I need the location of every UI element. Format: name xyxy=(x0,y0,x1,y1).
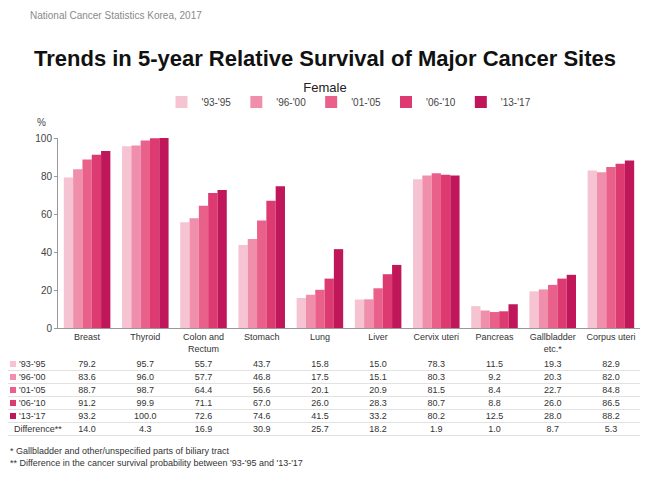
html-text:86.5: 86.5 xyxy=(602,398,620,408)
html-text:8.7: 8.7 xyxy=(546,424,559,434)
html-text:84.8: 84.8 xyxy=(602,385,620,395)
html-text:74.6: 74.6 xyxy=(252,411,271,421)
html-text:18.2: 18.2 xyxy=(369,424,387,434)
html-text:91.2: 91.2 xyxy=(78,398,96,408)
html-text:100.0: 100.0 xyxy=(134,411,157,421)
html-text:14.0: 14.0 xyxy=(78,424,96,434)
html-text:88.7: 88.7 xyxy=(78,385,96,395)
html-text:81.5: 81.5 xyxy=(427,385,445,395)
svg-text:'13-'17: '13-'17 xyxy=(501,97,531,108)
html-text:19.3: 19.3 xyxy=(543,359,562,369)
svg-text:Gallbladderetc.*: Gallbladderetc.* xyxy=(530,332,576,354)
html-text:15.0: 15.0 xyxy=(369,359,387,369)
html-text:95.7: 95.7 xyxy=(136,359,154,369)
html-text:Female: Female xyxy=(303,80,347,95)
svg-text:80: 80 xyxy=(41,171,53,182)
html-text:15.8: 15.8 xyxy=(311,359,329,369)
html-text:17.5: 17.5 xyxy=(311,372,329,382)
html-text:8.4: 8.4 xyxy=(488,385,501,395)
html-text:26.0: 26.0 xyxy=(311,398,329,408)
html-text:12.5: 12.5 xyxy=(485,411,504,421)
html-text:71.1: 71.1 xyxy=(194,398,213,408)
svg-text:Corpus uteri: Corpus uteri xyxy=(586,332,635,342)
svg-text:Cervix uteri: Cervix uteri xyxy=(414,332,460,342)
html-text:80.7: 80.7 xyxy=(427,398,445,408)
svg-text:20: 20 xyxy=(41,285,53,296)
svg-text:Colon andRectum: Colon andRectum xyxy=(183,332,224,354)
html-text:55.7: 55.7 xyxy=(194,359,213,369)
html-text:43.7: 43.7 xyxy=(252,359,271,369)
html-text:16.9: 16.9 xyxy=(194,424,213,434)
html-text:* Gallbladder and other/unspec: * Gallbladder and other/unspecified part… xyxy=(10,446,230,456)
html-text:46.8: 46.8 xyxy=(252,372,271,382)
html-text:78.3: 78.3 xyxy=(427,359,445,369)
html-text:20.3: 20.3 xyxy=(543,372,562,382)
svg-text:100: 100 xyxy=(35,133,52,144)
svg-text:%: % xyxy=(37,117,46,128)
html-text:1.9: 1.9 xyxy=(430,424,443,434)
html-text:41.5: 41.5 xyxy=(311,411,329,421)
html-text:15.1: 15.1 xyxy=(369,372,387,382)
html-text:93.2: 93.2 xyxy=(78,411,96,421)
html-text:'13-'17: '13-'17 xyxy=(19,411,46,421)
svg-text:Pancreas: Pancreas xyxy=(475,332,514,342)
html-text:28.3: 28.3 xyxy=(369,398,387,408)
html-text:99.9: 99.9 xyxy=(136,398,154,408)
svg-text:'01-'05: '01-'05 xyxy=(351,97,381,108)
svg-text:0: 0 xyxy=(46,323,52,334)
html-text:1.0: 1.0 xyxy=(488,424,501,434)
svg-text:Thyroid: Thyroid xyxy=(130,332,160,342)
svg-text:40: 40 xyxy=(41,247,53,258)
html-text:83.6: 83.6 xyxy=(78,372,96,382)
html-text:79.2: 79.2 xyxy=(78,359,96,369)
html-text:4.3: 4.3 xyxy=(139,424,152,434)
html-text:80.3: 80.3 xyxy=(427,372,445,382)
html-text:26.0: 26.0 xyxy=(543,398,562,408)
html-text:Trends in 5-year Relative Surv: Trends in 5-year Relative Survival of Ma… xyxy=(34,46,616,71)
html-text:9.2: 9.2 xyxy=(488,372,501,382)
html-text:20.9: 20.9 xyxy=(369,385,387,395)
html-text:** Difference in the cancer su: ** Difference in the cancer survival pro… xyxy=(10,458,303,468)
html-text:'96-'00: '96-'00 xyxy=(19,372,46,382)
html-text:33.2: 33.2 xyxy=(369,411,387,421)
html-text:'06-'10: '06-'10 xyxy=(19,398,46,408)
svg-text:Breast: Breast xyxy=(74,332,101,342)
html-text:67.0: 67.0 xyxy=(252,398,271,408)
html-text:98.7: 98.7 xyxy=(136,385,154,395)
svg-text:Liver: Liver xyxy=(368,332,388,342)
svg-text:Lung: Lung xyxy=(310,332,330,342)
svg-text:'93-'95: '93-'95 xyxy=(202,97,232,108)
html-text:11.5: 11.5 xyxy=(486,359,503,369)
html-text:96.0: 96.0 xyxy=(136,372,154,382)
html-text:25.7: 25.7 xyxy=(311,424,329,434)
svg-text:'06-'10: '06-'10 xyxy=(426,97,456,108)
svg-text:'96-'00: '96-'00 xyxy=(276,97,306,108)
html-text:28.0: 28.0 xyxy=(543,411,562,421)
html-text:National Cancer Statistics Kor: National Cancer Statistics Korea, 2017 xyxy=(30,10,202,21)
html-text:'93-'95: '93-'95 xyxy=(19,359,46,369)
html-text:30.9: 30.9 xyxy=(252,424,271,434)
html-text:72.6: 72.6 xyxy=(194,411,213,421)
html-text:56.6: 56.6 xyxy=(252,385,271,395)
svg-text:Stomach: Stomach xyxy=(244,332,280,342)
html-text:8.8: 8.8 xyxy=(488,398,501,408)
html-text:5.3: 5.3 xyxy=(604,424,618,434)
html-text:22.7: 22.7 xyxy=(543,385,562,395)
html-text:64.4: 64.4 xyxy=(194,385,213,395)
html-text:82.0: 82.0 xyxy=(602,372,620,382)
html-text:88.2: 88.2 xyxy=(602,411,620,421)
html-text:'01-'05: '01-'05 xyxy=(19,385,46,395)
html-text:Difference**: Difference** xyxy=(14,424,62,434)
svg-text:60: 60 xyxy=(41,209,53,220)
html-text:80.2: 80.2 xyxy=(427,411,445,421)
html-text:57.7: 57.7 xyxy=(194,372,213,382)
html-text:20.1: 20.1 xyxy=(311,385,329,395)
html-text:82.9: 82.9 xyxy=(602,359,620,369)
